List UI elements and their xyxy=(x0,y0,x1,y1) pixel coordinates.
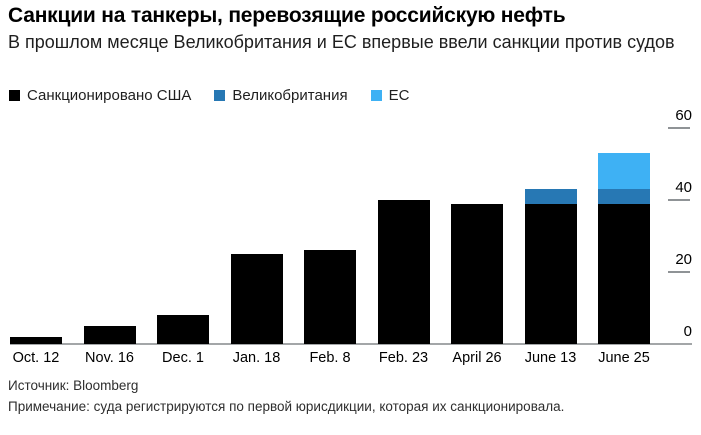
bar-segment xyxy=(598,203,650,344)
legend-item-2: ЕС xyxy=(370,87,410,104)
legend-label: Санкционировано США xyxy=(27,87,192,104)
bar-segment xyxy=(524,203,577,344)
bar-group xyxy=(83,326,136,344)
y-axis-tick xyxy=(668,127,690,129)
legend-label: ЕС xyxy=(388,87,410,104)
chart-plot: Oct. 12 Nov. 16 Dec. 1 Jan. 18 Feb. 8 Feb. 23… xyxy=(10,107,692,370)
x-axis-label: Dec. 1 xyxy=(162,350,204,366)
x-axis-label: Feb. 8 xyxy=(309,350,351,366)
bar-group xyxy=(598,153,650,344)
chart-subtitle: В прошлом месяце Великобритания и ЕС впе… xyxy=(8,32,675,52)
source-text: Источник: Bloomberg xyxy=(8,378,139,393)
y-axis-tick-label: 40 xyxy=(675,179,692,196)
bar-segment xyxy=(230,254,283,344)
x-axis-label: April 26 xyxy=(452,350,502,366)
x-axis-label: June 13 xyxy=(524,350,577,366)
y-axis-tick-label: 60 xyxy=(675,107,692,124)
bar-segment xyxy=(304,250,356,344)
y-axis-tick xyxy=(668,199,690,201)
bar-segment xyxy=(524,189,577,204)
bar-group xyxy=(377,200,430,344)
y-axis-tick xyxy=(668,271,690,273)
chart-footer: Источник: Bloomberg Примечание: суда рег… xyxy=(8,378,698,415)
legend-swatch-icon xyxy=(214,90,226,101)
bar-group xyxy=(10,336,62,344)
bar-segment xyxy=(377,200,430,344)
page-title: Санкции на танкеры, перевозящие российск… xyxy=(8,4,566,27)
y-axis-tick-label: 0 xyxy=(683,323,692,340)
x-axis-label: June 25 xyxy=(598,350,650,366)
bar-segment xyxy=(157,315,209,344)
legend-swatch-icon xyxy=(9,90,20,101)
legend-item-0: Санкционировано США xyxy=(9,87,191,104)
x-axis-label: Feb. 23 xyxy=(378,350,429,366)
bar-segment xyxy=(598,153,650,190)
bar-segment xyxy=(598,189,650,204)
x-axis-label: Oct. 12 xyxy=(12,350,60,366)
note-text: Примечание: суда регистрируются по перво… xyxy=(8,399,565,414)
bar-group xyxy=(451,203,503,344)
bar-group xyxy=(304,250,356,344)
x-axis-label: Jan. 18 xyxy=(232,350,281,366)
bar-segment xyxy=(10,336,62,344)
legend-item-1: Великобритания xyxy=(214,87,348,104)
x-axis-line xyxy=(10,343,692,345)
chart-legend: Санкционировано США Великобритания ЕС xyxy=(9,87,409,104)
legend-swatch-icon xyxy=(370,90,382,101)
legend-label: Великобритания xyxy=(232,87,348,104)
bar-segment xyxy=(83,326,136,344)
bar-group xyxy=(157,315,209,344)
bar-group xyxy=(230,254,283,344)
bar-segment xyxy=(451,203,503,344)
y-axis-tick-label: 20 xyxy=(675,251,692,268)
x-axis-label: Nov. 16 xyxy=(85,350,134,366)
bar-group xyxy=(524,189,577,344)
